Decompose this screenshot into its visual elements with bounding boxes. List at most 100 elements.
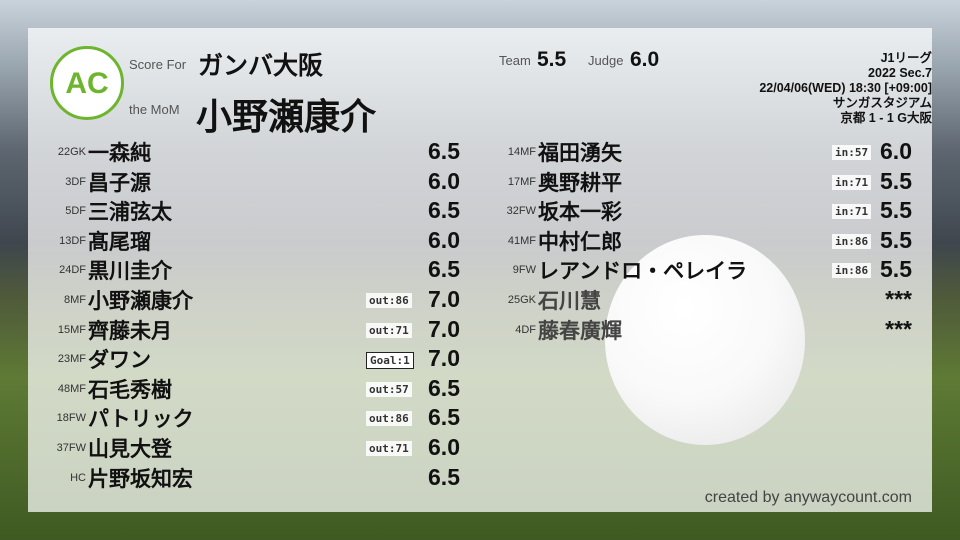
player-number-position: 9FW — [512, 264, 536, 277]
player-score: 6.0 — [428, 226, 460, 253]
player-number-position: 41MF — [507, 234, 536, 247]
player-row: 17MF 奥野耕平 — [478, 168, 622, 196]
player-score: 7.0 — [428, 345, 460, 372]
sub-badge: in:71 — [832, 174, 872, 190]
player-score: 5.5 — [880, 197, 912, 224]
player-score: 6.0 — [880, 138, 912, 164]
team-label: Team — [499, 53, 531, 68]
score-for-label: Score For — [129, 57, 187, 72]
player-row: 18FW パトリック — [28, 404, 194, 432]
player-name: 石川慧 — [538, 289, 601, 313]
player-row: 9FW レアンドロ・ペレイラ — [478, 256, 747, 284]
player-score: 5.5 — [880, 167, 912, 194]
player-score: 6.5 — [428, 138, 460, 164]
player-number-position: 8MF — [64, 294, 86, 306]
player-name: 中村仁郎 — [538, 229, 622, 254]
player-row: 14MF 福田湧矢 — [478, 138, 622, 166]
score-panel — [28, 28, 932, 512]
team-name: ガンバ大阪 — [198, 51, 324, 80]
player-number-position: 5DF — [65, 205, 86, 218]
player-number-position: 13DF — [59, 234, 86, 247]
player-row: 22GK 一森純 — [28, 138, 151, 166]
player-score: 6.5 — [428, 197, 460, 224]
player-row: 25GK 石川慧 — [478, 286, 601, 314]
player-score: 6.5 — [428, 404, 460, 431]
player-name: パトリック — [88, 407, 194, 432]
match-info: J1リーグ 2022 Sec.7 22/04/06(WED) 18:30 [+0… — [759, 51, 932, 126]
player-row: 23MF ダワン — [28, 345, 151, 373]
player-score: *** — [885, 286, 912, 312]
player-name: 福田湧矢 — [538, 141, 622, 165]
anywaycount-logo: AC — [50, 46, 124, 120]
player-score: *** — [885, 315, 912, 342]
player-row: HC 片野坂知宏 — [28, 464, 193, 492]
player-score: 7.0 — [428, 286, 460, 312]
player-number-position: 17MF — [507, 175, 536, 188]
league: J1リーグ — [880, 51, 932, 65]
sub-badge: out:71 — [366, 322, 412, 338]
player-name: レアンドロ・ペレイラ — [538, 259, 748, 284]
player-score: 6.5 — [428, 374, 460, 401]
player-number-position: 25GK — [507, 294, 536, 306]
player-name: 奥野耕平 — [538, 170, 622, 195]
player-score: 7.0 — [428, 315, 460, 342]
sub-badge: in:86 — [832, 233, 872, 249]
player-row: 5DF 三浦弦太 — [28, 197, 172, 225]
player-row: 32FW 坂本一彩 — [478, 197, 622, 225]
player-row: 37FW 山見大登 — [28, 434, 172, 462]
player-number-position: 23MF — [57, 353, 86, 366]
player-number-position: 48MF — [57, 382, 86, 395]
player-name: 一森純 — [88, 141, 151, 165]
player-score: 5.5 — [880, 256, 912, 283]
player-number-position: 3DF — [65, 175, 86, 188]
sub-badge: in:57 — [832, 145, 872, 160]
player-number-position: HC — [70, 471, 86, 484]
player-number-position: 24DF — [59, 264, 86, 277]
result: 京都 1 - 1 G大阪 — [840, 111, 932, 125]
player-score: 6.0 — [428, 434, 460, 460]
mom-player: 小野瀬康介 — [196, 97, 377, 138]
player-row: 8MF 小野瀬康介 — [28, 286, 193, 314]
player-name: 片野坂知宏 — [88, 466, 193, 491]
player-name: 山見大登 — [88, 437, 172, 461]
section: 2022 Sec.7 — [868, 66, 932, 80]
player-number-position: 32FW — [506, 205, 536, 218]
player-row: 48MF 石毛秀樹 — [28, 375, 172, 403]
player-number-position: 4DF — [515, 323, 536, 336]
player-row: 41MF 中村仁郎 — [478, 227, 622, 255]
sub-badge: out:86 — [366, 293, 412, 308]
player-name: 三浦弦太 — [88, 200, 172, 225]
player-score: 6.5 — [428, 463, 460, 490]
player-name: ダワン — [88, 348, 151, 373]
player-score: 6.0 — [428, 167, 460, 194]
player-score: 5.5 — [880, 226, 912, 253]
sub-badge: out:86 — [366, 411, 412, 427]
player-row: 15MF 齊藤未月 — [28, 316, 172, 344]
credit: created by anywaycount.com — [704, 489, 912, 506]
team-score: 5.5 — [537, 48, 567, 71]
sub-badge: in:86 — [832, 263, 872, 279]
player-number-position: 18FW — [56, 412, 86, 425]
player-name: 黒川圭介 — [88, 259, 172, 284]
player-name: 坂本一彩 — [538, 200, 622, 225]
judge-label: Judge — [588, 53, 624, 68]
stadium: サンガスタジアム — [832, 96, 932, 110]
player-row: 13DF 髙尾瑠 — [28, 227, 151, 255]
player-name: 藤春廣輝 — [538, 318, 622, 343]
player-name: 髙尾瑠 — [88, 229, 151, 254]
player-number-position: 22GK — [57, 146, 86, 158]
sub-badge: Goal:1 — [366, 352, 414, 370]
judge-score: 6.0 — [630, 48, 660, 71]
mom-label: the MoM — [129, 102, 180, 117]
player-name: 石毛秀樹 — [88, 377, 172, 402]
player-number-position: 14MF — [507, 146, 536, 158]
sub-badge: out:57 — [366, 381, 412, 397]
player-number-position: 37FW — [56, 442, 86, 454]
player-row: 24DF 黒川圭介 — [28, 256, 172, 284]
player-row: 3DF 昌子源 — [28, 168, 151, 196]
player-name: 小野瀬康介 — [88, 289, 193, 313]
player-name: 齊藤未月 — [88, 318, 172, 343]
player-number-position: 15MF — [57, 323, 86, 336]
datetime: 22/04/06(WED) 18:30 [+09:00] — [759, 81, 932, 95]
sub-badge: out:71 — [366, 441, 412, 456]
